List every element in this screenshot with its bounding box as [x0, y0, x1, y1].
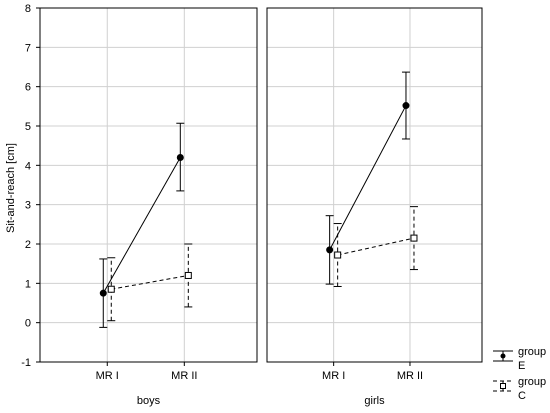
series-group-e — [325, 71, 410, 285]
legend-label-line2: C — [518, 390, 526, 402]
series-group-c — [333, 206, 418, 287]
y-axis-title: Sit-and-reach [cm] — [5, 143, 17, 233]
x-tick-label: MR I — [96, 370, 119, 382]
data-point — [99, 289, 107, 297]
chart-panels: MR I MR II boys MR I MR II girls — [39, 7, 483, 407]
series-group-c — [107, 243, 193, 322]
panel-frame — [266, 7, 483, 363]
x-tick-label: MR I — [322, 370, 345, 382]
data-point — [184, 271, 192, 279]
y-tick-label: 6 — [25, 82, 31, 94]
x-tick-label: MR II — [171, 370, 197, 382]
legend-entry-group-e: group E — [493, 346, 546, 372]
series-line — [111, 274, 189, 290]
y-axis-ticks: -1 0 1 2 3 4 5 6 7 8 — [21, 3, 40, 369]
legend-entry-group-c: group C — [493, 376, 546, 402]
y-tick-label: 8 — [25, 3, 31, 15]
panel-title-boys: boys — [137, 395, 161, 407]
legend-label-line1: group — [518, 376, 546, 388]
y-tick-label: 4 — [25, 160, 31, 172]
y-tick-label: 2 — [25, 239, 31, 251]
y-tick-label: 5 — [25, 121, 31, 133]
panel-girls: MR I MR II girls — [266, 7, 483, 407]
series-line — [102, 157, 181, 294]
y-tick-label: 0 — [25, 318, 31, 330]
legend-label-line1: group — [518, 346, 546, 358]
y-tick-label: 7 — [25, 42, 31, 54]
series-line — [337, 237, 415, 256]
y-tick-label: 1 — [25, 278, 31, 290]
x-tick-label: MR II — [397, 370, 423, 382]
y-axis-title-group: Sit-and-reach [cm] — [5, 143, 17, 233]
legend-marker — [500, 383, 506, 389]
y-tick-label: 3 — [25, 200, 31, 212]
panel-frame — [39, 7, 258, 363]
data-point — [176, 153, 184, 161]
y-tick-label: -1 — [21, 357, 31, 369]
legend-label-line2: E — [518, 360, 525, 372]
series-line — [329, 105, 407, 251]
panel-title-girls: girls — [364, 395, 385, 407]
data-point — [410, 234, 418, 242]
series-group-e — [99, 122, 185, 328]
data-point — [402, 102, 410, 110]
legend-marker — [500, 353, 506, 359]
panel-boys: MR I MR II boys — [39, 7, 258, 407]
data-point — [107, 285, 115, 293]
data-point — [326, 246, 334, 254]
data-point — [334, 251, 342, 259]
